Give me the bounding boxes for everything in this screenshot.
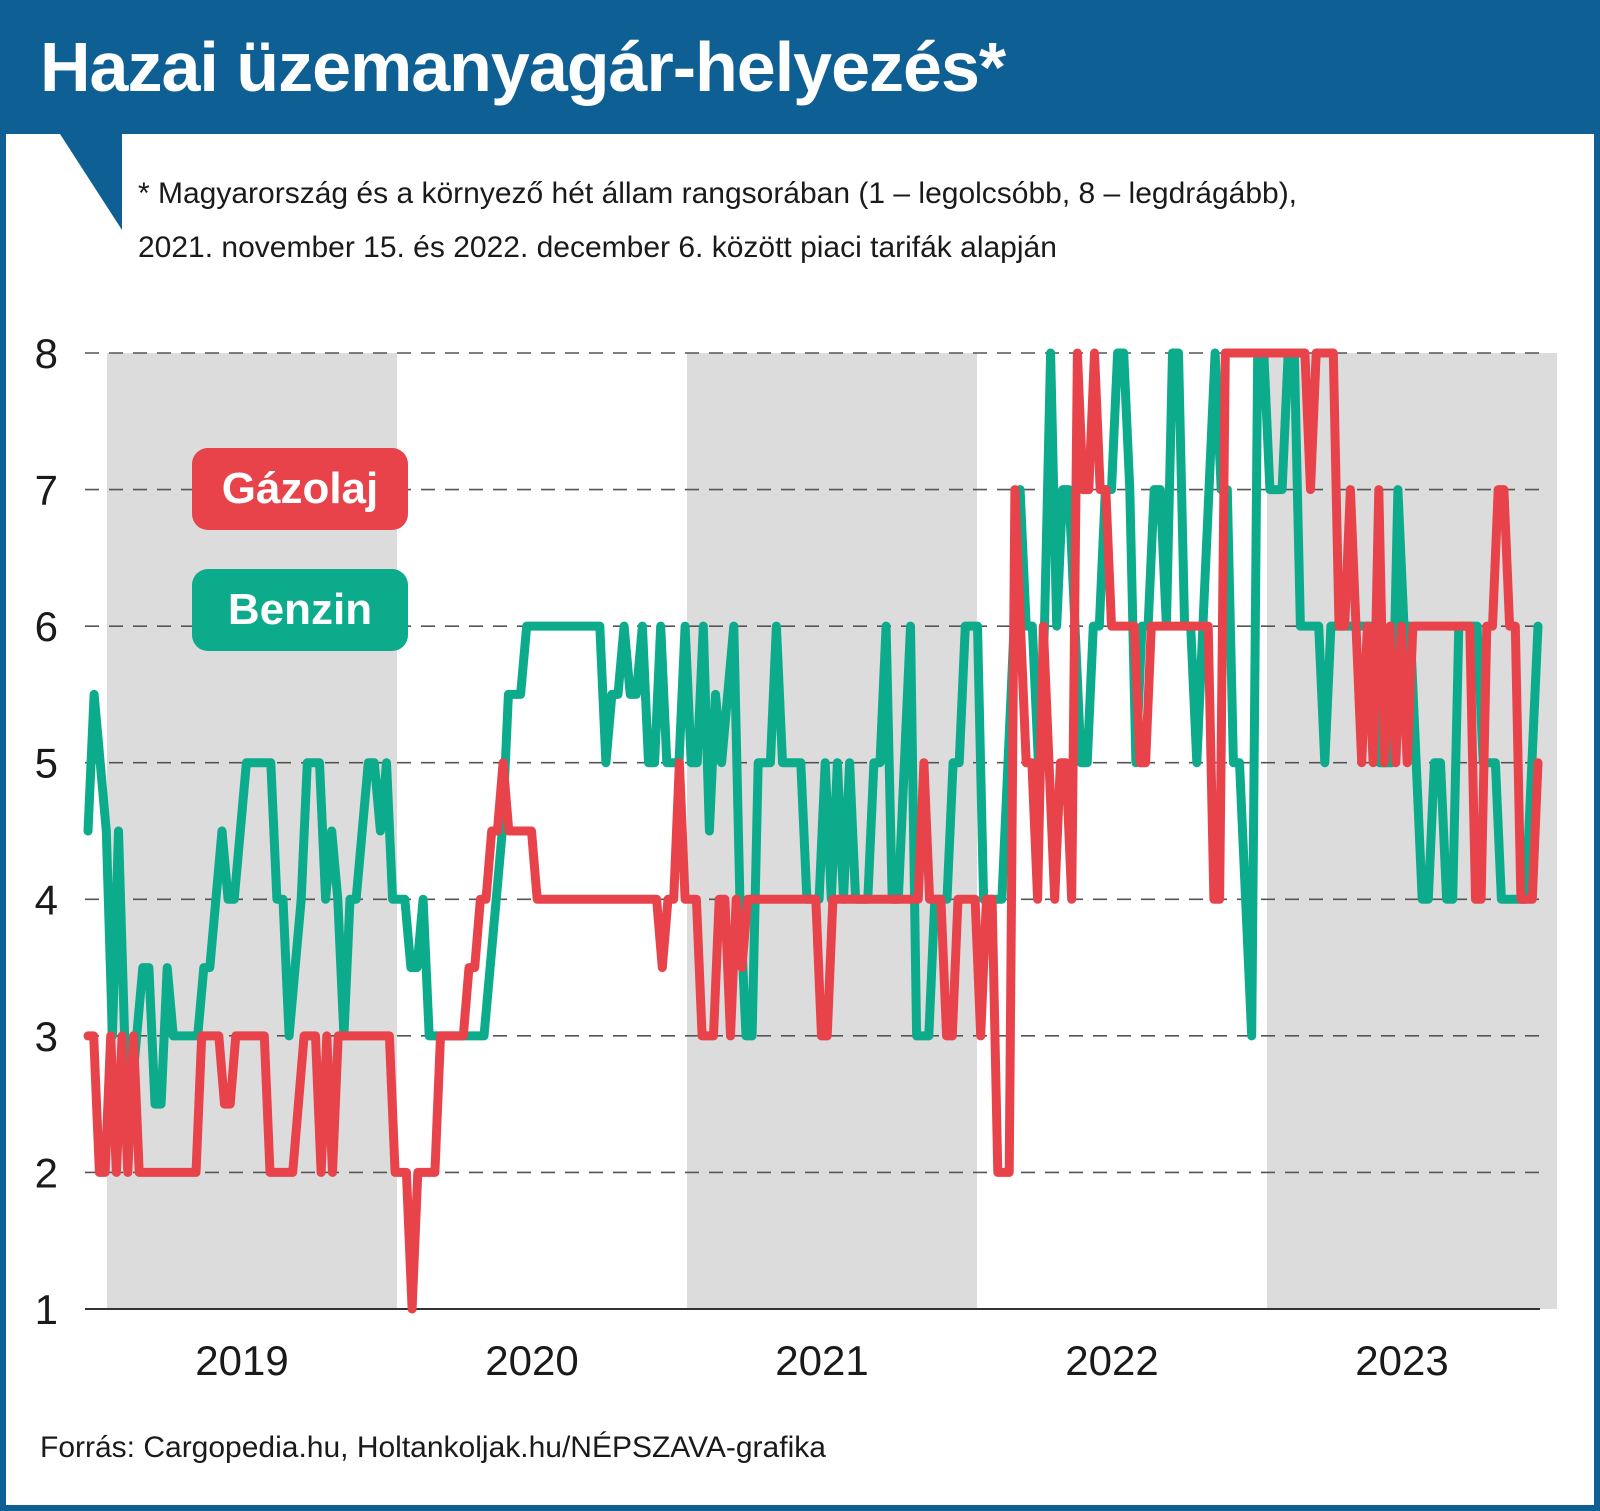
legend-petrol: Benzin <box>192 569 408 651</box>
subtitle-line-2: 2021. november 15. és 2022. december 6. … <box>138 231 1057 264</box>
subtitle-line-1: * Magyarország és a környező hét állam r… <box>138 177 1298 210</box>
y-tick-label-6: 6 <box>35 603 58 650</box>
header-bar: Hazai üzemanyagár-helyezés* <box>0 0 1600 134</box>
series-line-diesel <box>83 348 1543 1314</box>
y-tick-label-2: 2 <box>35 1149 58 1196</box>
source-note: Forrás: Cargopedia.hu, Holtankoljak.hu/N… <box>40 1431 826 1464</box>
y-tick-label-4: 4 <box>35 876 58 923</box>
y-tick-label-3: 3 <box>35 1013 58 1060</box>
x-tick-label-2019: 2019 <box>195 1337 288 1384</box>
speech-pointer <box>60 134 122 230</box>
y-tick-label-5: 5 <box>35 740 58 787</box>
chart-subtitle: * Magyarország és a környező hét állam r… <box>138 167 1578 275</box>
x-tick-label-2022: 2022 <box>1065 1337 1158 1384</box>
x-tick-label-2020: 2020 <box>485 1337 578 1384</box>
legend-diesel: Gázolaj <box>192 448 408 530</box>
x-tick-label-2023: 2023 <box>1355 1337 1448 1384</box>
series-layer <box>83 348 1543 1314</box>
year-band-2023 <box>1267 353 1557 1309</box>
y-tick-label-8: 8 <box>35 330 58 377</box>
y-tick-label-7: 7 <box>35 467 58 514</box>
y-tick-label-1: 1 <box>35 1286 58 1333</box>
page-title: Hazai üzemanyagár-helyezés* <box>40 28 1006 106</box>
x-tick-label-2021: 2021 <box>775 1337 868 1384</box>
x-axis-ticks: 2019 2020 2021 2022 2023 <box>195 1337 1448 1384</box>
y-axis-ticks: 1 2 3 4 5 6 7 8 <box>35 330 58 1333</box>
